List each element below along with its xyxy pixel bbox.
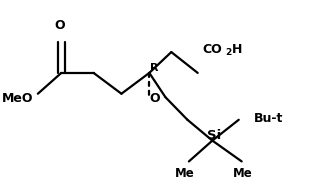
Text: Me: Me <box>233 167 253 180</box>
Text: CO: CO <box>202 43 222 56</box>
Text: 2: 2 <box>226 48 232 57</box>
Text: O: O <box>54 19 65 32</box>
Text: Me: Me <box>175 167 194 180</box>
Text: O: O <box>150 92 160 106</box>
Text: Bu-t: Bu-t <box>253 111 283 125</box>
Text: Si: Si <box>207 129 221 142</box>
Text: H: H <box>232 43 243 56</box>
Text: R: R <box>150 63 159 73</box>
Text: MeO: MeO <box>2 92 33 105</box>
